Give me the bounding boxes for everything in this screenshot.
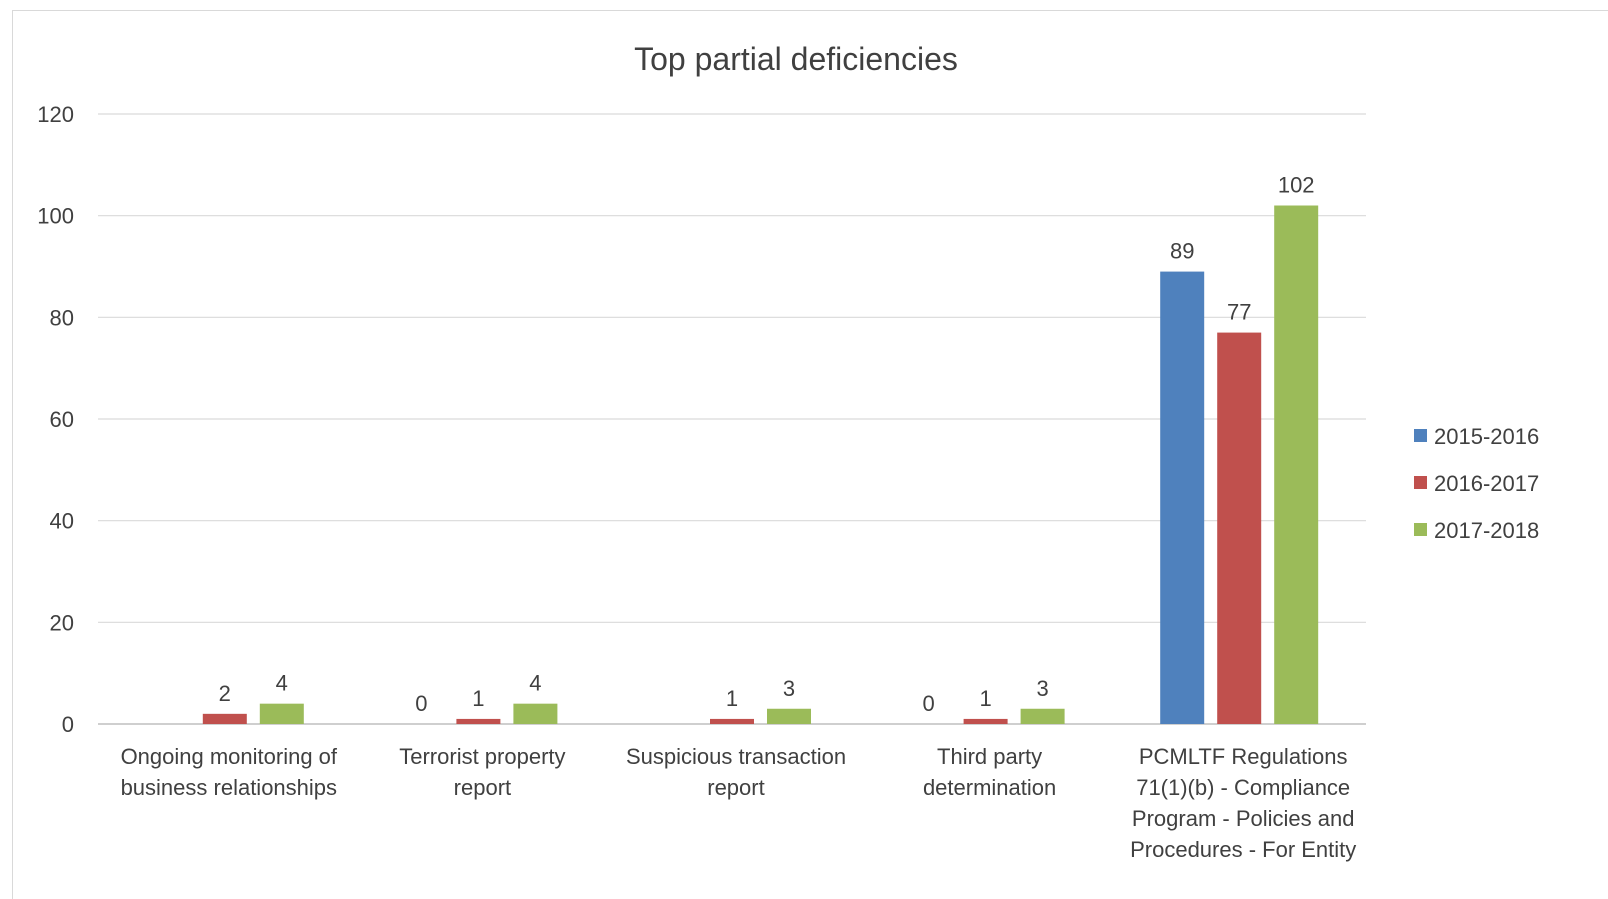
legend-swatch: [1414, 476, 1427, 489]
bar-2016-2017: [456, 718, 501, 724]
data-label: 1: [979, 686, 991, 711]
category-label-line: 71(1)(b) - Compliance: [1136, 775, 1350, 800]
y-tick-label: 0: [62, 712, 74, 737]
bar-2017-2018: [767, 708, 811, 724]
bar-2017-2018: [1274, 205, 1319, 724]
legend-label: 2016-2017: [1434, 471, 1539, 496]
category-label-line: Ongoing monitoring of: [121, 744, 338, 769]
bar-2016-2017: [1217, 332, 1262, 724]
category-label-line: Third party: [937, 744, 1042, 769]
bar-2016-2017: [710, 718, 754, 724]
data-label: 1: [472, 686, 484, 711]
y-tick-label: 100: [37, 204, 74, 229]
category-label: PCMLTF Regulations 71(1)(b) - Compliance P…: [1130, 744, 1356, 862]
chart-area: [12, 10, 1608, 899]
data-label: 4: [276, 671, 288, 696]
category-label: Suspicious transaction report: [626, 744, 846, 800]
legend-swatch: [1414, 429, 1427, 442]
data-label: 3: [783, 676, 795, 701]
bar-2016-2017: [202, 713, 247, 724]
category-label-line: determination: [923, 775, 1056, 800]
category-label-line: business relationships: [121, 775, 337, 800]
bar-2016-2017: [963, 718, 1008, 724]
legend-swatch: [1414, 523, 1427, 536]
legend: 2015-2016 2016-2017 2017-2018: [1414, 424, 1539, 543]
y-tick-label: 120: [37, 102, 74, 127]
bar-2017-2018: [1020, 708, 1065, 724]
y-tick-label: 60: [50, 407, 74, 432]
data-label: 1: [726, 686, 738, 711]
bar-2017-2018: [513, 703, 558, 724]
chart-title: Top partial deficiencies: [634, 41, 958, 77]
y-axis-ticks: 0 20 40 60 80 100 120: [37, 102, 74, 737]
data-label: 3: [1036, 676, 1048, 701]
data-label: 102: [1278, 173, 1315, 198]
legend-label: 2015-2016: [1434, 424, 1539, 449]
category-label: Ongoing monitoring of business relationsh…: [121, 744, 338, 800]
data-label: 4: [529, 671, 541, 696]
category-label: Third party determination: [923, 744, 1056, 800]
category-labels: Ongoing monitoring of business relationsh…: [121, 744, 1357, 862]
data-label: 0: [415, 691, 427, 716]
y-tick-label: 80: [50, 305, 74, 330]
y-tick-label: 20: [50, 610, 74, 635]
bar-2017-2018: [259, 703, 304, 724]
category-label-line: report: [454, 775, 511, 800]
category-label-line: Procedures - For Entity: [1130, 837, 1356, 862]
category-label-line: Program - Policies and: [1132, 806, 1355, 831]
data-label: 77: [1227, 300, 1251, 325]
data-labels: 2 4 0 1 4 1 3 0 1 3 89 77 102: [219, 173, 1315, 717]
data-label: 0: [922, 691, 934, 716]
legend-label: 2017-2018: [1434, 518, 1539, 543]
y-tick-label: 40: [50, 509, 74, 534]
category-label-line: Suspicious transaction: [626, 744, 846, 769]
category-label: Terrorist property report: [399, 744, 565, 800]
category-label-line: PCMLTF Regulations: [1139, 744, 1348, 769]
data-label: 2: [219, 681, 231, 706]
bar-2015-2016: [1160, 271, 1205, 724]
category-label-line: report: [707, 775, 764, 800]
data-label: 89: [1170, 239, 1194, 264]
category-label-line: Terrorist property: [399, 744, 565, 769]
bars: [202, 205, 1319, 724]
